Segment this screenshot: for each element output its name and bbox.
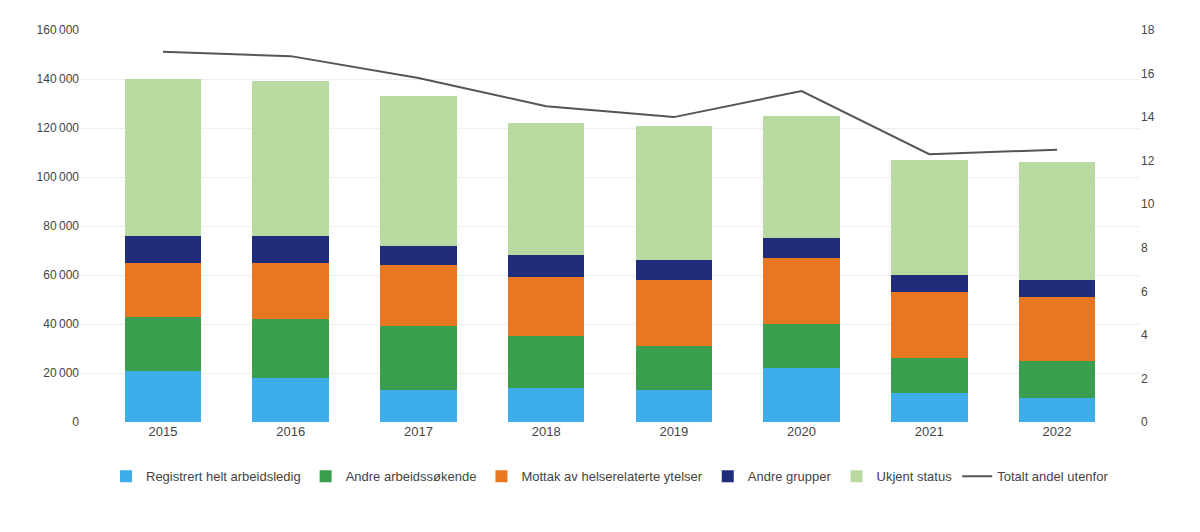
svg-text:2: 2 [1141, 372, 1148, 386]
svg-text:8: 8 [1141, 241, 1148, 255]
svg-text:14: 14 [1141, 110, 1155, 124]
svg-text:80 000: 80 000 [43, 219, 79, 233]
svg-text:2021: 2021 [915, 424, 944, 439]
svg-text:2018: 2018 [532, 424, 561, 439]
svg-text:2017: 2017 [404, 424, 433, 439]
svg-text:2015: 2015 [149, 424, 178, 439]
svg-text:160 000: 160 000 [37, 23, 80, 37]
svg-text:100 000: 100 000 [37, 170, 80, 184]
svg-text:Totalt andel utenfor: Totalt andel utenfor [997, 469, 1108, 484]
svg-text:0: 0 [1141, 415, 1148, 429]
svg-text:2022: 2022 [1043, 424, 1072, 439]
svg-text:20 000: 20 000 [43, 366, 79, 380]
svg-text:10: 10 [1141, 197, 1155, 211]
svg-text:40 000: 40 000 [43, 317, 79, 331]
svg-text:0: 0 [72, 415, 79, 429]
svg-text:Registrert helt arbeidsledig: Registrert helt arbeidsledig [146, 469, 301, 484]
svg-text:12: 12 [1141, 154, 1155, 168]
svg-text:120 000: 120 000 [37, 121, 80, 135]
svg-text:Mottak av helserelaterte ytels: Mottak av helserelaterte ytelser [521, 469, 702, 484]
svg-text:16: 16 [1141, 67, 1155, 81]
svg-text:6: 6 [1141, 285, 1148, 299]
svg-text:Ukjent status: Ukjent status [877, 469, 953, 484]
svg-text:2016: 2016 [276, 424, 305, 439]
svg-text:18: 18 [1141, 23, 1155, 37]
svg-text:2020: 2020 [787, 424, 816, 439]
svg-text:60 000: 60 000 [43, 268, 79, 282]
svg-text:4: 4 [1141, 328, 1148, 342]
svg-text:Andre arbeidssøkende: Andre arbeidssøkende [346, 469, 477, 484]
svg-text:2019: 2019 [659, 424, 688, 439]
svg-text:Andre grupper: Andre grupper [748, 469, 832, 484]
svg-text:140 000: 140 000 [37, 72, 80, 86]
